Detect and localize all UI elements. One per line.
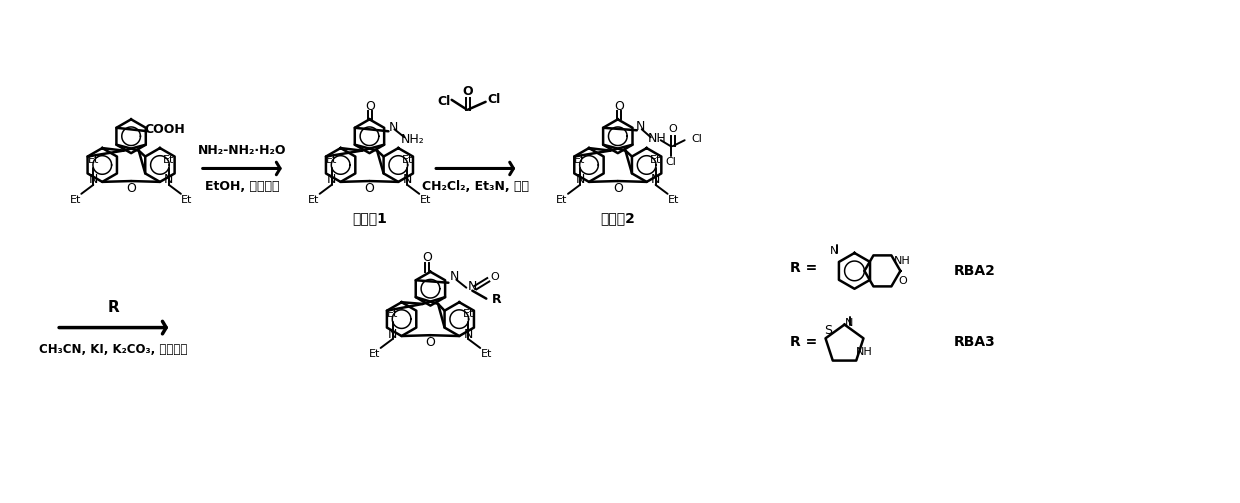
Text: N: N (88, 174, 98, 187)
Text: 中间体1: 中间体1 (352, 211, 387, 225)
Text: Cl: Cl (436, 96, 450, 108)
Text: N: N (464, 327, 472, 341)
Text: NH: NH (894, 256, 910, 266)
Text: Cl: Cl (691, 134, 702, 144)
Text: O: O (614, 100, 624, 113)
Text: NH: NH (647, 132, 666, 145)
Text: N: N (164, 174, 174, 187)
Text: N: N (388, 327, 397, 341)
Text: Et: Et (164, 155, 175, 165)
Text: NH: NH (856, 348, 873, 358)
Text: N: N (575, 174, 585, 187)
Text: Et: Et (326, 155, 337, 165)
Text: N: N (403, 174, 412, 187)
Text: N: N (636, 120, 646, 133)
Text: EtOH, 加热回流: EtOH, 加热回流 (205, 180, 279, 193)
Text: N: N (831, 246, 838, 256)
Text: O: O (366, 100, 376, 113)
Text: N: N (846, 317, 853, 327)
Text: O: O (613, 182, 622, 195)
Text: Et: Et (419, 195, 432, 205)
Text: Et: Et (308, 195, 320, 205)
Text: RBA3: RBA3 (955, 336, 996, 350)
Text: Et: Et (463, 309, 474, 319)
Text: Et: Et (370, 349, 381, 359)
Text: O: O (126, 182, 136, 195)
Text: Cl: Cl (487, 94, 500, 106)
Text: O: O (463, 86, 472, 99)
Text: O: O (898, 276, 906, 286)
Text: Cl: Cl (665, 157, 676, 167)
Text: R =: R = (790, 261, 817, 275)
Text: R: R (491, 293, 501, 306)
Text: 中间体2: 中间体2 (600, 211, 635, 225)
Text: Et: Et (387, 309, 398, 319)
Text: N: N (467, 280, 477, 293)
Text: N: N (388, 121, 398, 134)
Text: R =: R = (790, 336, 817, 350)
Text: COOH: COOH (145, 123, 186, 136)
Text: O: O (425, 337, 435, 349)
Text: Et: Et (88, 155, 99, 165)
Text: Et: Et (557, 195, 568, 205)
Text: N: N (651, 174, 661, 187)
Text: O: O (365, 182, 374, 195)
Text: Et: Et (402, 155, 413, 165)
Text: NH₂: NH₂ (401, 133, 424, 146)
Text: CH₃CN, KI, K₂CO₃, 加热反应: CH₃CN, KI, K₂CO₃, 加热反应 (40, 343, 187, 356)
Text: O: O (668, 124, 677, 134)
Text: O: O (423, 252, 433, 265)
Text: RBA2: RBA2 (955, 264, 996, 278)
Text: R: R (108, 300, 119, 315)
Text: NH₂-NH₂·H₂O: NH₂-NH₂·H₂O (198, 144, 286, 157)
Text: Et: Et (650, 155, 661, 165)
Text: O: O (490, 272, 498, 282)
Text: N: N (327, 174, 336, 187)
Text: Et: Et (69, 195, 81, 205)
Text: CH₂Cl₂, Et₃N, 冰浴: CH₂Cl₂, Et₃N, 冰浴 (422, 180, 529, 193)
Text: Et: Et (668, 195, 680, 205)
Text: Et: Et (574, 155, 585, 165)
Text: Et: Et (181, 195, 192, 205)
Text: Et: Et (481, 349, 492, 359)
Text: N: N (450, 270, 459, 283)
Text: S: S (825, 324, 832, 337)
